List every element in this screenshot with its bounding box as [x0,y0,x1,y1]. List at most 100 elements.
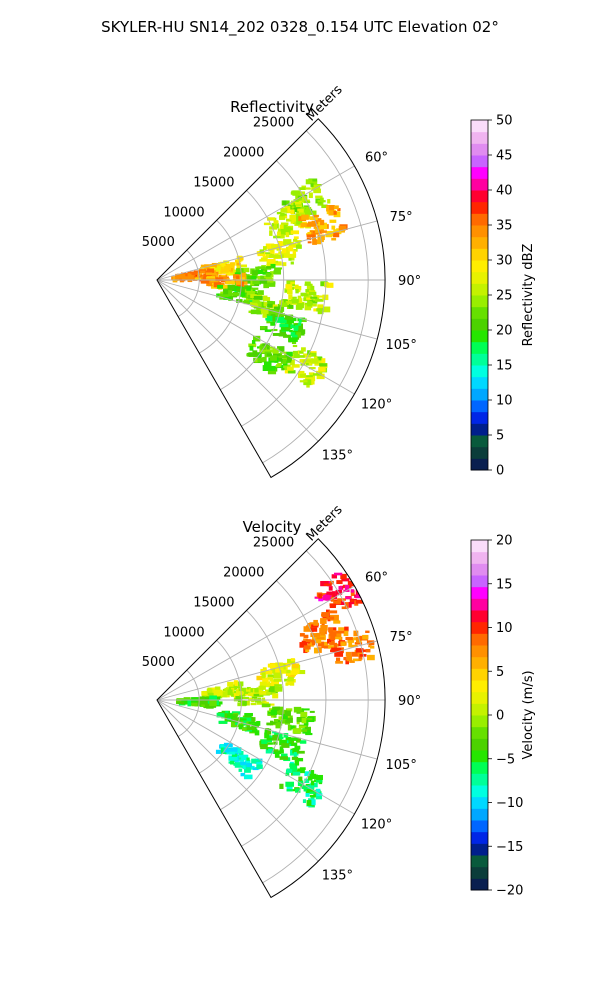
reflectivity-echo-gate [278,355,284,358]
reflectivity-echo-gate [331,225,336,230]
velocity-echo-gate [229,756,238,761]
reflectivity-echo-gate [297,295,302,300]
figure-suptitle: SKYLER-HU SN14_202 0328_0.154 UTC Elevat… [101,18,499,37]
reflectivity-echo-gate [227,284,236,290]
velocity-echo-gate [331,574,338,579]
reflectivity-echo-gate [240,287,246,292]
velocity-echo-gate [336,580,343,585]
reflectivity-echo-gate [206,276,216,280]
velocity-echo-gate [305,792,310,797]
reflectivity-echo-gate [313,190,321,194]
velocity-echo-gate [238,724,244,729]
velocity-echo-cell [259,728,307,766]
velocity-echo-gate [355,594,363,599]
reflectivity-echo-gate [293,238,298,242]
velocity-echo-gate [365,648,371,653]
reflectivity-echo-gate [310,183,314,187]
reflectivity-echo-gate [204,264,213,271]
velocity-echo-gate [285,682,289,686]
velocity-echo-gate [316,774,323,780]
velocity-echo-gate [311,624,319,628]
reflectivity-colorbar-swatch [471,341,488,354]
reflectivity-echo-gate [267,300,273,307]
reflectivity-echo-gate [316,308,324,312]
velocity-azimuth-tick-label: 75° [390,630,413,645]
reflectivity-echo-cell [246,335,293,375]
reflectivity-colorbar-swatch [471,400,488,413]
reflectivity-echo-gate [311,184,321,191]
velocity-echo-gate [332,594,338,599]
reflectivity-echo-gate [271,328,278,332]
velocity-echo-gate [341,578,350,582]
reflectivity-echo-gate [217,284,224,289]
velocity-echo-gate [227,689,233,696]
velocity-echo-gate [225,748,235,753]
velocity-echo-gate [281,743,290,748]
reflectivity-echo-gate [288,294,293,300]
reflectivity-echo-gate [266,264,272,268]
reflectivity-colorbar-swatch [471,283,488,296]
velocity-colorbar-tick-label: 15 [496,577,513,592]
velocity-range-tick-label: 20000 [223,566,264,581]
velocity-echo-gate [281,713,288,720]
velocity-colorbar-swatch [471,691,488,704]
velocity-echo-gate [259,681,267,687]
velocity-echo-gate [274,752,280,758]
velocity-echo-gate [314,638,322,644]
velocity-azimuth-tick-label: 120° [361,817,392,832]
velocity-range-tick-label: 5000 [142,655,175,670]
reflectivity-echo-gate [263,283,269,289]
velocity-echo-gate [279,739,287,746]
velocity-echo-gate [321,645,325,649]
velocity-echo-gate [275,722,282,729]
velocity-echo-gate [286,769,293,773]
reflectivity-colorbar-swatch [471,155,488,168]
reflectivity-echo-gate [327,199,331,204]
velocity-range-ring [262,550,369,884]
velocity-echo-gate [235,695,243,700]
reflectivity-echo-gate [269,226,278,230]
velocity-echo-gate [273,718,278,723]
reflectivity-echo-gate [289,329,293,333]
velocity-echo-gate [335,660,343,664]
reflectivity-echo-gate [312,214,319,218]
velocity-echo-gate [369,645,375,649]
reflectivity-colorbar-swatch [471,225,488,238]
reflectivity-echo-gate [291,298,295,302]
velocity-colorbar-tick-label: 20 [496,534,513,549]
reflectivity-echo-gate [320,281,328,287]
reflectivity-echo-gate [214,265,221,271]
reflectivity-echo-gate [262,356,267,363]
velocity-echo-gate [319,593,327,597]
reflectivity-echo-gate [290,261,294,265]
reflectivity-echo-gate [295,289,299,294]
reflectivity-echo-gate [279,215,286,220]
velocity-echo-gate [356,637,360,643]
reflectivity-echo-gate [233,270,237,273]
velocity-echo-gate [266,737,274,741]
reflectivity-echo-gate [283,239,292,245]
reflectivity-echo-gate [312,239,317,245]
reflectivity-echo-gate [231,279,235,285]
velocity-echo-gate [251,699,255,703]
velocity-echo-gate [263,700,267,703]
velocity-echo-gate [295,757,304,762]
velocity-azimuth-gridline [156,699,319,862]
velocity-colorbar-swatch [471,645,488,658]
reflectivity-colorbar-swatch [471,458,488,471]
reflectivity-echo-gate [299,212,306,216]
velocity-echo-gate [344,626,349,632]
velocity-colorbar-swatch [471,703,488,716]
reflectivity-echo-gate [246,290,255,297]
reflectivity-echo-gate [230,262,236,266]
reflectivity-echo-gate [242,300,249,303]
reflectivity-echo-gate [288,255,295,261]
velocity-echo-gate [301,785,310,790]
velocity-echo-gate [250,692,255,696]
velocity-echo-gate [279,733,283,739]
reflectivity-colorbar-swatch [471,131,488,144]
reflectivity-echo-gate [251,275,257,281]
reflectivity-echo-gate [288,337,298,342]
velocity-echo-gate [242,765,246,770]
